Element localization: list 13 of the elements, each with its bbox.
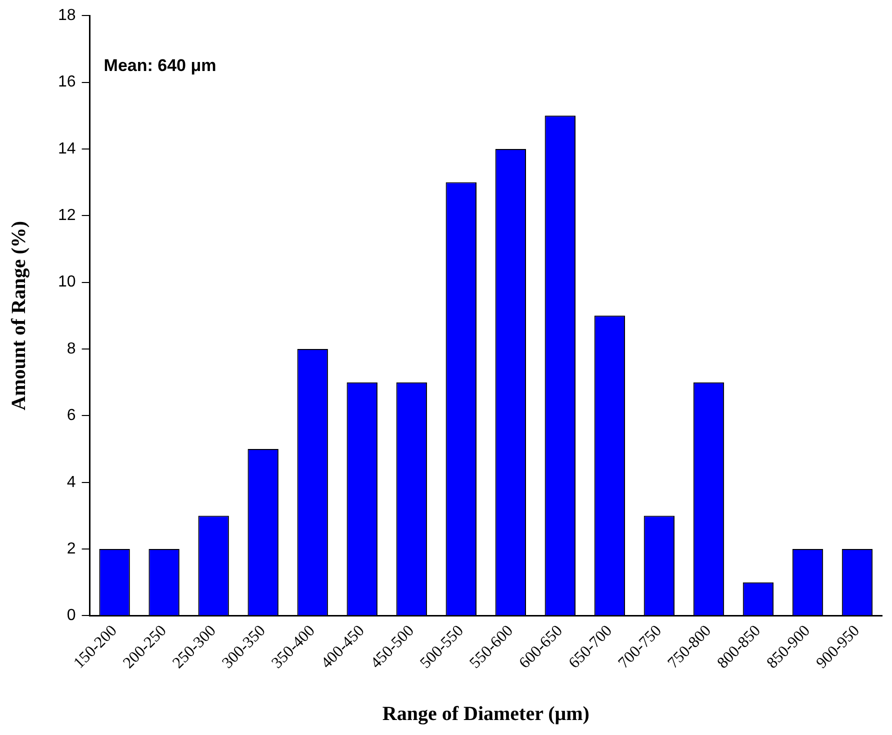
y-tick-label: 14 <box>58 140 76 158</box>
annotation: Mean: 640 μm <box>104 56 216 75</box>
y-axis-title: Amount of Range (%) <box>8 220 30 410</box>
y-tick-label: 2 <box>66 540 76 558</box>
y-tick-label: 12 <box>58 207 76 224</box>
y-tick-label: 16 <box>58 74 76 91</box>
y-tick-label: 0 <box>66 607 76 624</box>
y-tick-label: 4 <box>66 474 76 491</box>
y-tick-label: 8 <box>66 340 76 358</box>
y-tick-label: 6 <box>66 407 76 424</box>
y-tick-label: 10 <box>58 274 76 291</box>
x-axis-title: Range of Diameter (μm) <box>382 703 590 726</box>
y-tick-label: 18 <box>58 7 76 24</box>
